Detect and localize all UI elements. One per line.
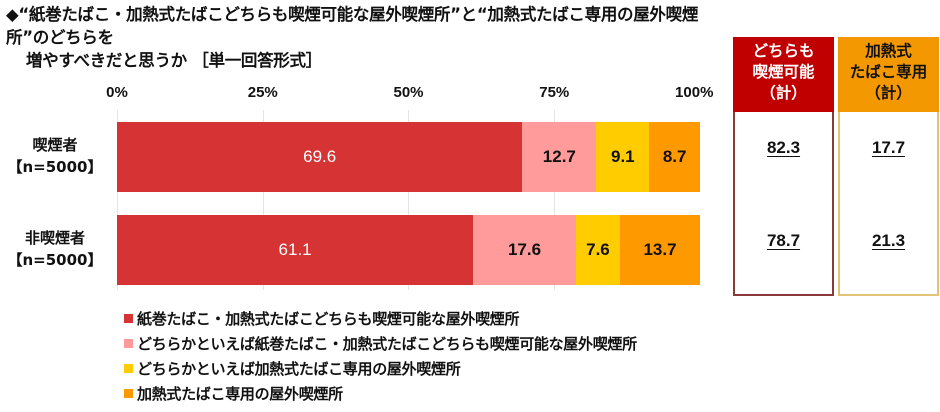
summary-value: 21.3 bbox=[871, 231, 906, 250]
bar-segment: 8.7 bbox=[649, 122, 700, 192]
summary-header: どちらも 喫煙可能 （計） bbox=[733, 37, 834, 112]
summary-value: 78.7 bbox=[766, 231, 801, 250]
summary-body: 17.7 21.3 bbox=[838, 112, 939, 296]
summary-header-line: どちらも bbox=[752, 42, 815, 60]
summary-value: 17.7 bbox=[871, 138, 906, 157]
x-tick: 25% bbox=[247, 84, 278, 101]
legend-swatch-icon bbox=[124, 364, 133, 373]
bar-segment: 13.7 bbox=[620, 215, 700, 285]
legend-swatch-icon bbox=[124, 314, 133, 323]
legend-swatch-icon bbox=[124, 339, 133, 348]
gridline bbox=[554, 110, 555, 290]
x-axis: 0% 25% 50% 75% 100% bbox=[106, 84, 713, 104]
legend-item: どちらかといえば紙巻たばこ・加熱式たばこどちらも喫煙可能な屋外喫煙所 bbox=[124, 331, 637, 356]
legend-label: 紙巻たばこ・加熱式たばこどちらも喫煙可能な屋外喫煙所 bbox=[137, 310, 520, 328]
gridline bbox=[263, 110, 264, 290]
gridline bbox=[117, 110, 118, 290]
chart-title: ◆“紙巻たばこ・加熱式たばこどちらも喫煙可能な屋外喫煙所”と“加熱式たばこ専用の… bbox=[6, 3, 736, 72]
legend-item: 加熱式たばこ専用の屋外喫煙所 bbox=[124, 381, 637, 406]
summary-column-both-allowed: どちらも 喫煙可能 （計） 82.3 78.7 bbox=[733, 37, 834, 296]
stacked-bar-smokers: 69.6 12.7 9.1 8.7 bbox=[117, 122, 700, 192]
summary-header-line: 加熱式 bbox=[865, 42, 912, 60]
row-label-non-smokers: 非喫煙者 【n=5000】 bbox=[0, 227, 110, 271]
summary-header-line: たばこ専用 bbox=[849, 63, 928, 81]
title-line-2: 増やすべきだと思うか ［単一回答形式］ bbox=[26, 51, 322, 70]
x-tick: 0% bbox=[106, 84, 128, 101]
summary-value: 82.3 bbox=[766, 138, 801, 157]
legend-label: どちらかといえば紙巻たばこ・加熱式たばこどちらも喫煙可能な屋外喫煙所 bbox=[137, 335, 637, 353]
legend-label: 加熱式たばこ専用の屋外喫煙所 bbox=[137, 385, 343, 403]
bar-segment: 7.6 bbox=[575, 215, 621, 285]
bar-segment: 69.6 bbox=[117, 122, 523, 192]
legend-item: どちらかといえば加熱式たばこ専用の屋外喫煙所 bbox=[124, 356, 637, 381]
stacked-bar-non-smokers: 61.1 17.6 7.6 13.7 bbox=[117, 215, 700, 285]
gridline bbox=[408, 110, 409, 290]
bar-segment: 61.1 bbox=[117, 215, 474, 285]
row-label-text: 喫煙者 bbox=[32, 136, 78, 154]
x-tick: 75% bbox=[539, 84, 570, 101]
row-sample-size: 【n=5000】 bbox=[7, 158, 103, 176]
x-tick: 50% bbox=[393, 84, 424, 101]
row-label-text: 非喫煙者 bbox=[24, 229, 85, 247]
title-line-1: ◆“紙巻たばこ・加熱式たばこどちらも喫煙可能な屋外喫煙所”と“加熱式たばこ専用の… bbox=[6, 5, 699, 47]
summary-header: 加熱式 たばこ専用 （計） bbox=[838, 37, 939, 112]
x-tick: 100% bbox=[675, 84, 714, 101]
bar-segment: 9.1 bbox=[596, 122, 650, 192]
summary-column-heated-only: 加熱式 たばこ専用 （計） 17.7 21.3 bbox=[838, 37, 939, 296]
legend-item: 紙巻たばこ・加熱式たばこどちらも喫煙可能な屋外喫煙所 bbox=[124, 306, 637, 331]
summary-header-line: 喫煙可能 bbox=[752, 63, 815, 81]
row-label-smokers: 喫煙者 【n=5000】 bbox=[0, 134, 110, 178]
legend-label: どちらかといえば加熱式たばこ専用の屋外喫煙所 bbox=[137, 360, 461, 378]
bar-segment: 17.6 bbox=[473, 215, 576, 285]
summary-header-line: （計） bbox=[760, 84, 807, 102]
summary-header-line: （計） bbox=[865, 84, 912, 102]
row-sample-size: 【n=5000】 bbox=[7, 251, 103, 269]
summary-body: 82.3 78.7 bbox=[733, 112, 834, 296]
legend-swatch-icon bbox=[124, 389, 133, 398]
bar-segment: 12.7 bbox=[522, 122, 597, 192]
legend: 紙巻たばこ・加熱式たばこどちらも喫煙可能な屋外喫煙所 どちらかといえば紙巻たばこ… bbox=[124, 306, 637, 406]
